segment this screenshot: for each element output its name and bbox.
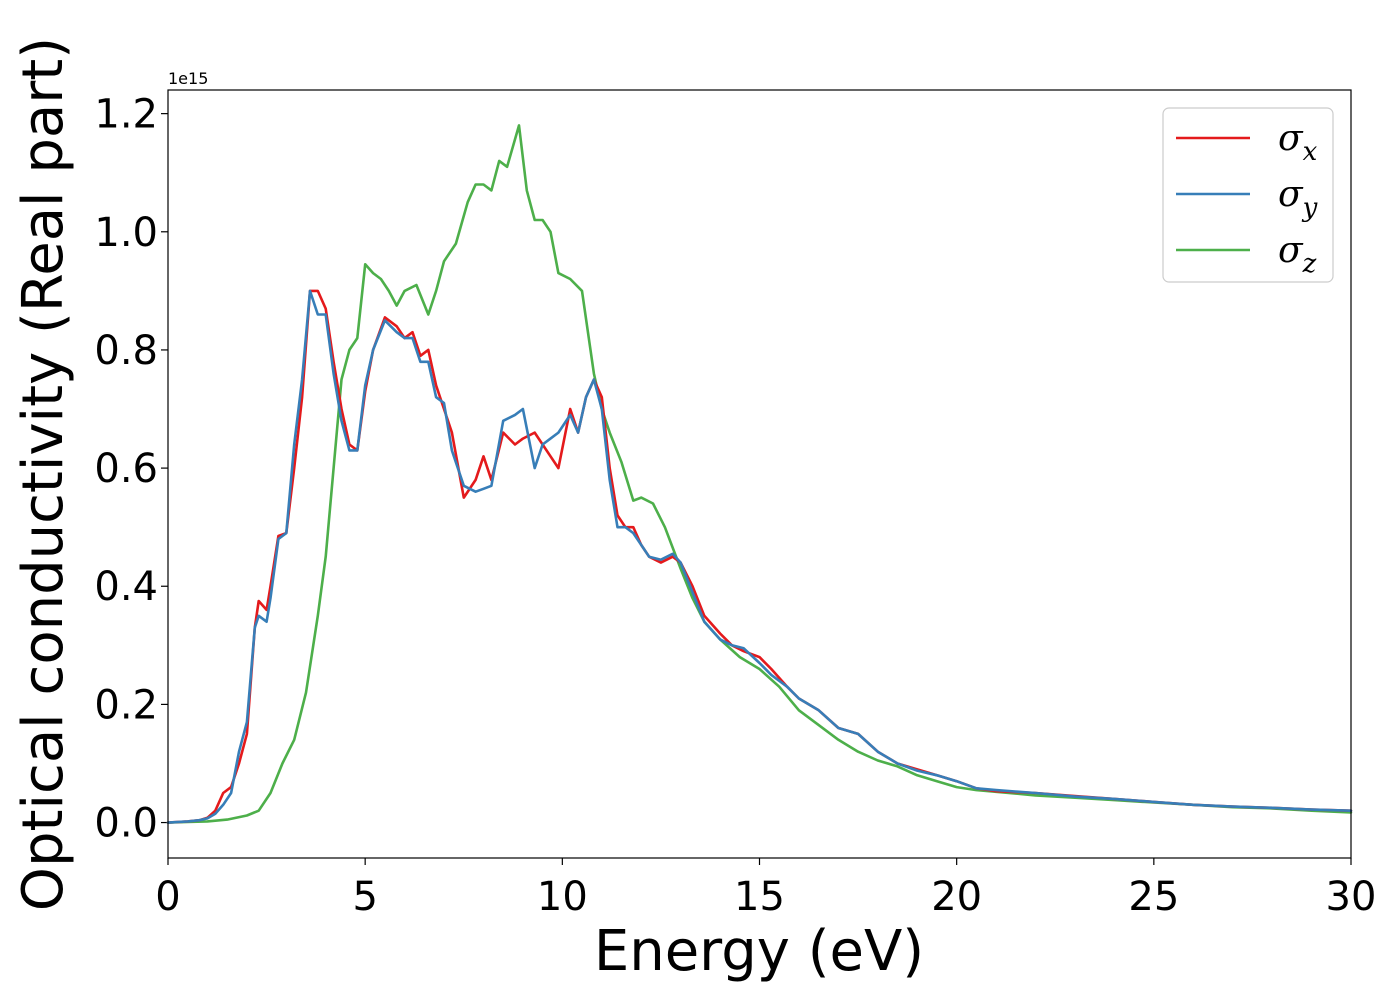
legend-label-x: σx [1278,118,1318,167]
x-tick-label: 20 [931,874,982,920]
axis-ticks: 0 5 10 15 20 25 30 0.0 0.2 0.4 0.6 0.8 1.0 1.2 [94,92,1376,920]
series-line-y [166,289,1353,824]
y-tick-label: 0.2 [94,682,158,728]
legend-label-subscript: z [1302,249,1317,279]
legend-label-z: σz [1278,230,1317,279]
plot-frame [167,89,1352,859]
y-tick-label: 0.6 [94,446,158,492]
legend-label-base: σ [1278,230,1304,271]
x-tick-label: 25 [1128,874,1179,920]
legend-label-y: σy [1278,174,1318,223]
x-tick-label: 10 [537,874,588,920]
series-line-z [166,124,1353,824]
y-axis-title: Optical conductivity (Real part) [11,37,76,911]
y-tick-label: 1.0 [94,210,158,256]
series-lines [166,124,1353,824]
y-tick-label: 0.8 [94,328,158,374]
legend-label-base: σ [1278,118,1304,159]
x-tick-label: 0 [155,874,180,920]
x-tick-label: 30 [1326,874,1377,920]
y-tick-label: 0.4 [94,564,158,610]
y-offset-label: 1e15 [168,69,208,88]
x-axis-title: Energy (eV) [594,919,924,984]
series-line-x [166,289,1353,824]
y-tick-label: 0.0 [94,801,158,847]
x-tick-label: 5 [352,874,377,920]
y-tick-label: 1.2 [94,92,158,138]
legend-label-base: σ [1278,174,1304,215]
legend-label-subscript: x [1303,137,1318,167]
legend-label-subscript: y [1302,193,1318,223]
x-tick-label: 15 [734,874,785,920]
